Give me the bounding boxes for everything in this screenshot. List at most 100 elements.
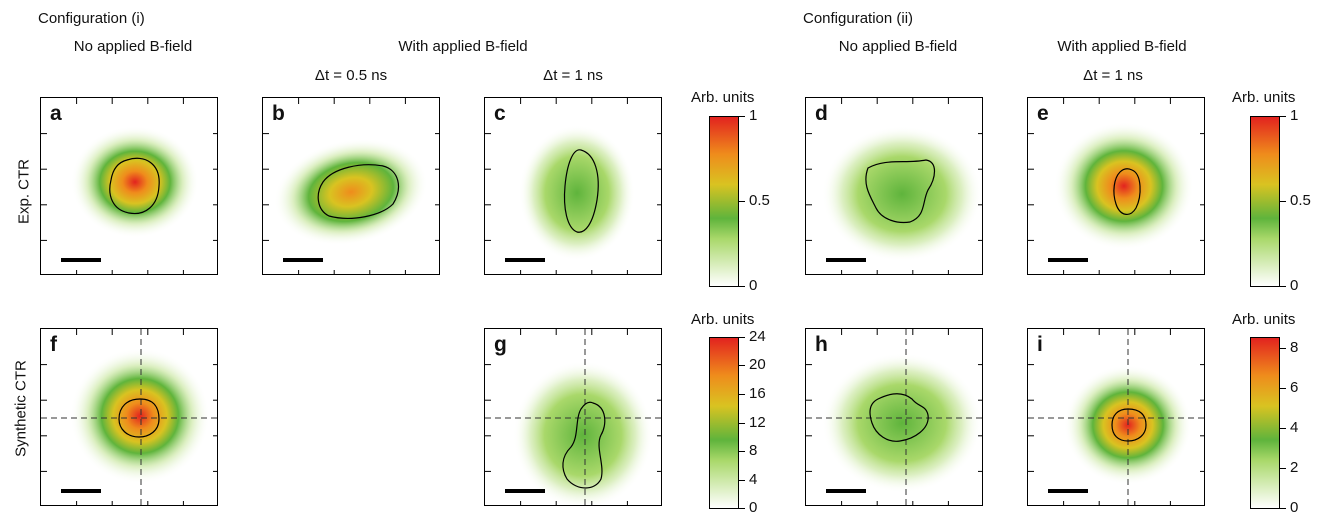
colorbar-3-tick: 0.5 (1290, 192, 1311, 209)
with-bfield-ii-label: With applied B-field (1057, 38, 1187, 55)
no-bfield-ii-label: No applied B-field (838, 38, 958, 55)
no-bfield-i-label: No applied B-field (73, 38, 193, 55)
colorbar-1-tickmark (739, 116, 745, 117)
colorbar-1-tickmark (739, 201, 745, 202)
colorbar-3-unit: Arb. units (1232, 89, 1296, 106)
contour-line-i (1111, 408, 1147, 442)
heatmap-intensity-e (1054, 122, 1194, 250)
heatmap-d-svg (806, 98, 982, 274)
colorbar-1 (709, 116, 739, 287)
panel-label-e: e (1037, 102, 1049, 125)
colorbar-4-tick: 0 (1290, 499, 1299, 516)
heatmap-g-svg (485, 329, 661, 505)
colorbar-2-tickmark (739, 508, 745, 509)
colorbar-2-tick: 0 (749, 499, 758, 516)
colorbar-3 (1250, 116, 1280, 287)
colorbar-2-tickmark (739, 480, 745, 481)
scale-bar (1048, 489, 1088, 493)
colorbar-4-tick: 8 (1290, 339, 1299, 356)
colorbar-4-tickmark (1280, 428, 1286, 429)
contour-line-e (1113, 168, 1141, 215)
colorbar-4-tick: 4 (1290, 419, 1299, 436)
colorbar-4-tickmark (1280, 388, 1286, 389)
panel-label-a: a (50, 102, 62, 125)
contour-line-f (118, 398, 160, 438)
heatmap-panel-g: g (484, 328, 662, 506)
colorbar-2-tick: 20 (749, 356, 766, 373)
panel-label-i: i (1037, 333, 1043, 356)
colorbar-2-tick: 8 (749, 442, 758, 459)
heatmap-intensity-f (70, 348, 210, 484)
heatmap-a-svg (41, 98, 217, 274)
config-i-label: Configuration (i) (38, 10, 145, 27)
contour-line-c (563, 149, 599, 233)
heatmap-intensity-c (519, 125, 635, 261)
heatmap-intensity-a (71, 126, 199, 238)
contour-line-a (109, 157, 160, 215)
dt-label-e: Δt = 1 ns (1083, 67, 1143, 84)
row-label-synthetic: Synthetic CTR (12, 360, 30, 457)
colorbar-4-tickmark (1280, 348, 1286, 349)
colorbar-2-tickmark (739, 394, 745, 395)
colorbar-4-tickmark (1280, 468, 1286, 469)
dt-label-c: Δt = 1 ns (543, 67, 603, 84)
heatmap-c-svg (485, 98, 661, 274)
config-ii-label: Configuration (ii) (803, 10, 914, 27)
colorbar-1-unit: Arb. units (691, 89, 755, 106)
colorbar-2-tickmark (739, 337, 745, 338)
contour-line-g (562, 401, 606, 489)
heatmap-i-svg (1028, 329, 1204, 505)
heatmap-intensity-b (273, 138, 429, 246)
colorbar-4-tick: 2 (1290, 459, 1299, 476)
colorbar-3-tickmark (1280, 286, 1286, 287)
contour-line-b (317, 164, 400, 219)
colorbar-3-tickmark (1280, 116, 1286, 117)
colorbar-3-tick: 1 (1290, 107, 1299, 124)
colorbar-2-tick: 12 (749, 414, 766, 431)
colorbar-2-tick: 16 (749, 385, 766, 402)
colorbar-3-tick: 0 (1290, 277, 1299, 294)
heatmap-panel-h: h (805, 328, 983, 506)
colorbar-2-unit: Arb. units (691, 311, 755, 328)
colorbar-2 (709, 337, 739, 509)
heatmap-panel-b: b (262, 97, 440, 275)
scale-bar (61, 258, 101, 262)
heatmap-intensity-d (822, 126, 982, 262)
colorbar-1-tick: 1 (749, 107, 758, 124)
scale-bar (826, 258, 866, 262)
colorbar-2-tick: 4 (749, 471, 758, 488)
heatmap-b-svg (263, 98, 439, 274)
colorbar-2-tick: 24 (749, 328, 766, 345)
contour-line-d (865, 159, 936, 224)
colorbar-1-tick: 0.5 (749, 192, 770, 209)
colorbar-4 (1250, 337, 1280, 509)
heatmap-intensity-h (822, 353, 982, 493)
colorbar-3-tickmark (1280, 201, 1286, 202)
scale-bar (505, 489, 545, 493)
panel-label-f: f (50, 333, 57, 356)
row-label-exp: Exp. CTR (15, 159, 33, 225)
panel-label-h: h (815, 333, 828, 356)
scale-bar (505, 258, 545, 262)
colorbar-4-tickmark (1280, 508, 1286, 509)
colorbar-1-tickmark (739, 286, 745, 287)
panel-label-d: d (815, 102, 828, 125)
scale-bar (826, 489, 866, 493)
heatmap-panel-d: d (805, 97, 983, 275)
panel-label-b: b (272, 102, 285, 125)
colorbar-2-tickmark (739, 423, 745, 424)
colorbar-4-unit: Arb. units (1232, 311, 1296, 328)
scale-bar (61, 489, 101, 493)
dt-label-b: Δt = 0.5 ns (314, 67, 388, 84)
contour-line-h (869, 393, 929, 442)
colorbar-2-tickmark (739, 451, 745, 452)
heatmap-intensity-g (513, 361, 653, 505)
heatmap-panel-f: f (40, 328, 218, 506)
scale-bar (283, 258, 323, 262)
heatmap-panel-i: i (1027, 328, 1205, 506)
colorbar-2-tickmark (739, 365, 745, 366)
heatmap-e-svg (1028, 98, 1204, 274)
heatmap-panel-e: e (1027, 97, 1205, 275)
colorbar-4-tick: 6 (1290, 379, 1299, 396)
heatmap-panel-a: a (40, 97, 218, 275)
